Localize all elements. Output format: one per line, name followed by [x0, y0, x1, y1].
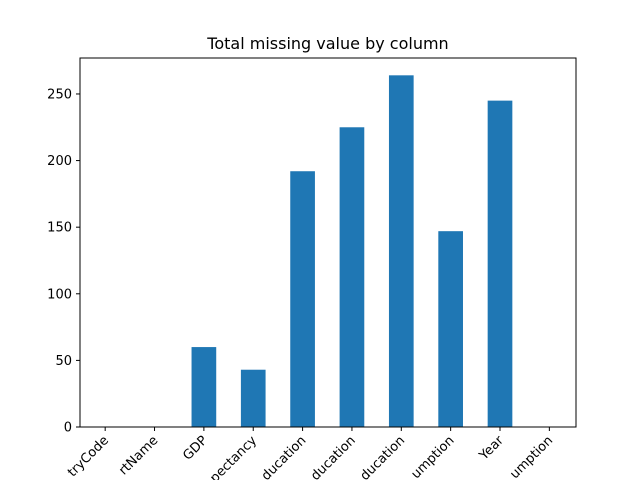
y-axis: 0 50 100 150 200 250 — [47, 87, 80, 436]
y-tick-label: 200 — [47, 154, 72, 169]
bar-5 — [339, 127, 365, 428]
bar-8 — [487, 100, 513, 427]
x-tick-label: ducation — [259, 433, 310, 480]
plot-frame — [79, 57, 577, 428]
x-axis: tryCode rtName GDPpectancyducationducation… — [65, 427, 556, 480]
x-tick-label: umption — [409, 433, 458, 480]
bar-2 — [191, 347, 217, 427]
bar-4 — [290, 171, 315, 427]
bar-3 — [240, 369, 266, 427]
y-tick-label: 0 — [64, 421, 72, 436]
chart-title: Total missing value by column — [206, 34, 448, 53]
bar-7 — [438, 231, 463, 427]
x-tick-label: GDP — [180, 433, 210, 463]
y-tick-label: 250 — [47, 87, 72, 102]
bar-6 — [388, 75, 414, 427]
x-tick-label: Year — [476, 433, 507, 464]
x-tick-label: umption — [507, 433, 556, 480]
x-tick-label: ducation — [358, 433, 409, 480]
x-tick-label: tryCode — [65, 433, 112, 480]
y-tick-label: 100 — [47, 287, 72, 302]
x-tick-label: ducation — [308, 433, 359, 480]
x-tick-label: rtName — [116, 433, 161, 478]
bars-group — [191, 75, 513, 428]
y-tick-label: 150 — [47, 221, 72, 236]
x-tick-label: pectancy — [207, 433, 260, 480]
y-tick-label: 50 — [55, 354, 72, 369]
